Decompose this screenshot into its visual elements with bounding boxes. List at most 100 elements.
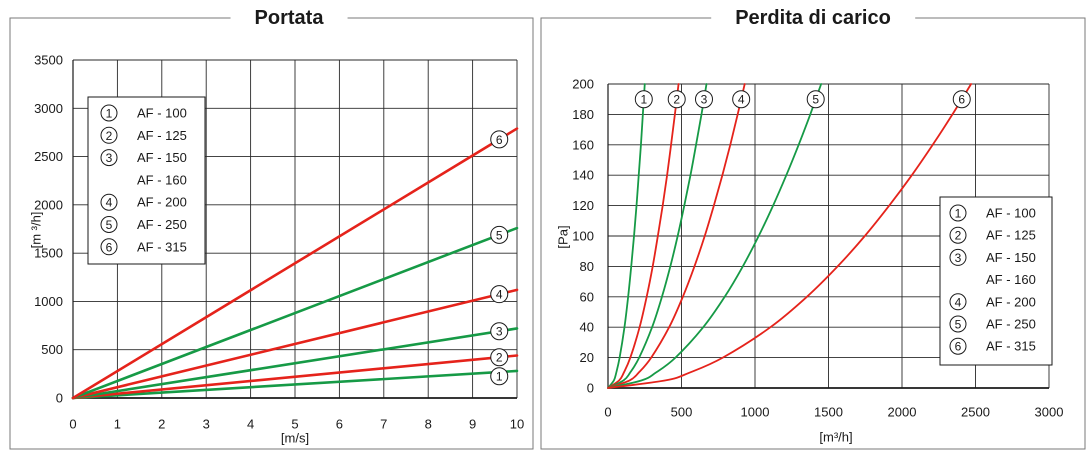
series-label-number: 5 bbox=[812, 93, 819, 107]
y-tick-label: 80 bbox=[580, 259, 594, 274]
y-tick-label: 1500 bbox=[34, 246, 63, 261]
legend-marker-circle-icon bbox=[100, 126, 118, 144]
legend-marker-circle-icon bbox=[100, 238, 118, 256]
legend-marker-circle-icon bbox=[100, 193, 118, 211]
legend-label: AF - 100 bbox=[986, 206, 1036, 221]
x-tick-label: 6 bbox=[336, 417, 343, 432]
y-tick-label: 40 bbox=[580, 320, 594, 335]
y-tick-label: 2500 bbox=[34, 149, 63, 164]
legend-item: 2 AF - 125 bbox=[949, 226, 1036, 244]
legend-label: AF - 150 bbox=[986, 250, 1036, 265]
legend-marker-circle-icon bbox=[949, 293, 967, 311]
legend-marker-number: 2 bbox=[106, 129, 113, 143]
series-line-4 bbox=[71, 288, 519, 400]
x-tick-label: 1 bbox=[114, 417, 121, 432]
legend-marker-circle-icon bbox=[949, 248, 967, 266]
x-tick-label: 8 bbox=[425, 417, 432, 432]
series-label-number: 6 bbox=[958, 93, 965, 107]
legend-item: 6 AF - 315 bbox=[100, 238, 187, 256]
legend-label: AF - 250 bbox=[137, 217, 187, 232]
series-label-number: 1 bbox=[496, 370, 503, 384]
y-tick-label: 100 bbox=[572, 229, 594, 244]
legend-label: AF - 160 bbox=[137, 172, 187, 187]
series-label-number: 4 bbox=[738, 93, 745, 107]
legend-marker-number: 4 bbox=[955, 295, 962, 309]
legend-marker-circle-icon bbox=[949, 337, 967, 355]
legend-marker-circle-icon bbox=[949, 204, 967, 222]
x-tick-label: 9 bbox=[469, 417, 476, 432]
series-label-circle-icon bbox=[490, 367, 509, 386]
series-label-circle-icon bbox=[490, 130, 509, 149]
x-tick-label: 7 bbox=[380, 417, 387, 432]
series-label-3: 3 bbox=[694, 90, 713, 109]
series-line-6 bbox=[607, 83, 972, 389]
series-line-2 bbox=[607, 83, 680, 389]
legend-item: 2 AF - 125 bbox=[100, 126, 187, 144]
legend-box bbox=[87, 96, 206, 265]
legend: 1 AF - 100 2 AF - 125 3 AF - 150 AF - 160 4 AF -… bbox=[939, 196, 1053, 366]
series-label-5: 5 bbox=[806, 90, 825, 109]
series-label-number: 3 bbox=[496, 325, 503, 339]
series-label-1: 1 bbox=[634, 90, 653, 109]
legend-label: AF - 125 bbox=[137, 128, 187, 143]
series-line-1 bbox=[607, 83, 646, 389]
series-label-5: 5 bbox=[490, 225, 509, 244]
legend-marker-circle-icon bbox=[949, 315, 967, 333]
legend-marker-circle-icon bbox=[949, 226, 967, 244]
series-line-3 bbox=[607, 83, 708, 389]
series-line-5 bbox=[607, 83, 823, 389]
x-tick-label: 2000 bbox=[888, 405, 917, 420]
legend-marker-circle-icon bbox=[100, 149, 118, 167]
series-group: 1 2 3 4 5 6 bbox=[71, 127, 519, 400]
y-tick-label: 140 bbox=[572, 168, 594, 183]
series-label-number: 5 bbox=[496, 228, 503, 242]
x-tick-label: 4 bbox=[247, 417, 254, 432]
legend-box bbox=[939, 196, 1053, 366]
legend-label: AF - 200 bbox=[137, 195, 187, 210]
series-label-number: 2 bbox=[496, 351, 503, 365]
legend-label: AF - 315 bbox=[137, 239, 187, 254]
y-tick-label: 200 bbox=[572, 77, 594, 92]
series-group: 1 2 3 4 5 6 bbox=[607, 83, 972, 389]
series-label-circle-icon bbox=[694, 90, 713, 109]
x-tick-label: 1000 bbox=[741, 405, 770, 420]
series-label-circle-icon bbox=[490, 225, 509, 244]
legend-item: 4 AF - 200 bbox=[100, 193, 187, 211]
series-label-3: 3 bbox=[490, 322, 509, 341]
series-line-5 bbox=[71, 226, 519, 400]
legend-label: AF - 250 bbox=[986, 317, 1036, 332]
legend-label: AF - 160 bbox=[986, 272, 1036, 287]
legend-marker-number: 5 bbox=[106, 218, 113, 232]
legend-marker-circle-icon bbox=[100, 216, 118, 233]
chart-perdita-di-carico: 0 500 1000 1500 2000 2500 3000 0 20 40 60 80 100 120 1… bbox=[540, 17, 1086, 450]
legend-label: AF - 100 bbox=[137, 106, 187, 121]
x-tick-label: 2 bbox=[158, 417, 165, 432]
series-line-1 bbox=[71, 369, 519, 400]
legend-label: AF - 150 bbox=[137, 150, 187, 165]
legend: 1 AF - 100 2 AF - 125 3 AF - 150 AF - 160 4 AF -… bbox=[87, 96, 206, 265]
x-tick-label: 3 bbox=[203, 417, 210, 432]
legend-item: 3 AF - 150 bbox=[949, 248, 1036, 266]
series-label-1: 1 bbox=[490, 367, 509, 386]
series-label-circle-icon bbox=[806, 90, 825, 109]
series-line-4 bbox=[607, 83, 746, 389]
series-label-number: 2 bbox=[673, 93, 680, 107]
series-line-3 bbox=[71, 327, 519, 400]
portata-title: Portata bbox=[230, 7, 348, 29]
y-tick-label: 180 bbox=[572, 107, 594, 122]
series-label-6: 6 bbox=[490, 130, 509, 149]
y-tick-label: 2000 bbox=[34, 197, 63, 212]
x-tick-label: 1500 bbox=[814, 405, 843, 420]
series-label-6: 6 bbox=[952, 90, 971, 109]
series-label-circle-icon bbox=[732, 90, 751, 109]
y-tick-label: 20 bbox=[580, 350, 594, 365]
series-label-circle-icon bbox=[634, 90, 653, 109]
series-label-circle-icon bbox=[952, 90, 971, 109]
series-line-2 bbox=[71, 354, 519, 400]
legend-item: AF - 160 bbox=[137, 172, 187, 187]
series-label-number: 4 bbox=[496, 288, 503, 302]
series-label-2: 2 bbox=[490, 348, 509, 367]
y-tick-label: 3500 bbox=[34, 53, 63, 68]
legend-item: 6 AF - 315 bbox=[949, 337, 1036, 355]
